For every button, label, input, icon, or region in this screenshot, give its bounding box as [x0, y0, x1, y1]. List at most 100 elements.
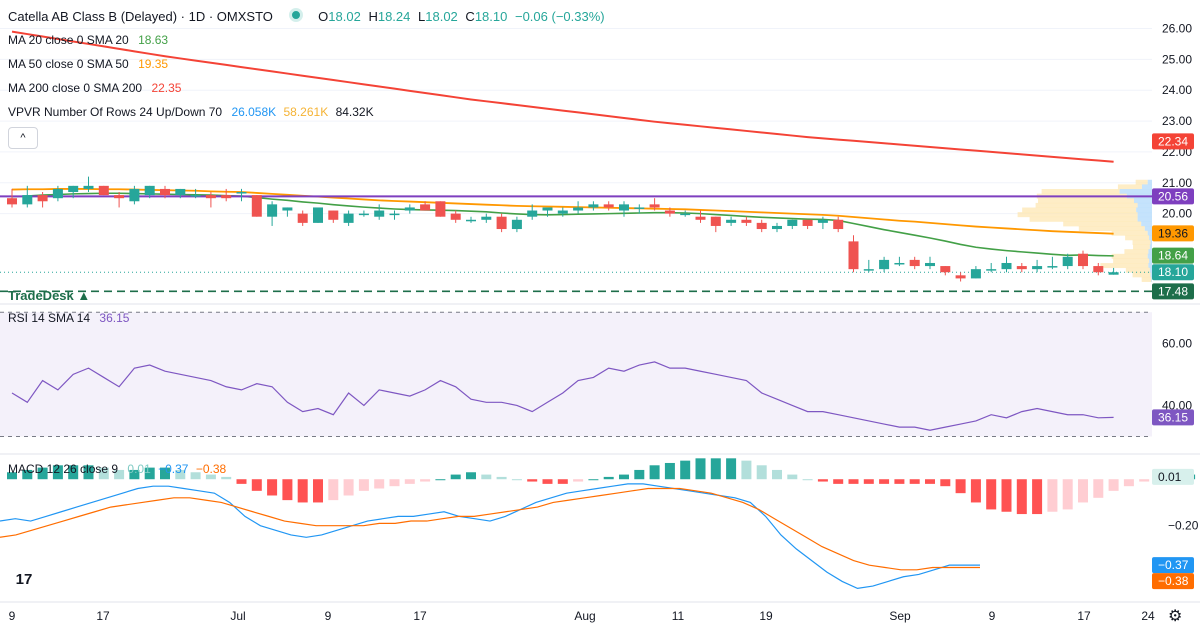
candle-body [358, 213, 369, 216]
macd-histogram-bar [160, 467, 170, 480]
vpvr-down-bar [1041, 189, 1120, 195]
rsi-legend[interactable]: RSI 14 SMA 14 36.15 [8, 311, 129, 325]
tradingview-logo[interactable]: 17 [8, 566, 40, 594]
macd-histogram-bar [1062, 479, 1073, 510]
time-tick-label: 9 [325, 609, 332, 623]
candle-body [1093, 266, 1104, 273]
price-tick-label: 21.00 [1162, 176, 1192, 190]
macd-signal-value: −0.38 [195, 462, 227, 476]
rsi-value-label-bg [1152, 409, 1194, 426]
candle-body [435, 201, 446, 217]
vpvr-up-bar [1137, 202, 1152, 208]
macd-histogram-bar [129, 469, 140, 480]
macd-signal-line [0, 487, 980, 571]
candle-body [374, 210, 385, 217]
price-tick-label: 23.00 [1162, 114, 1192, 128]
macd-histogram-bar [358, 479, 369, 491]
ma200-legend-value: 22.35 [151, 81, 182, 95]
ma20-legend-value: 18.63 [138, 33, 169, 47]
macd-histogram-bar [863, 479, 874, 484]
candle-body [909, 259, 920, 267]
vpvr-total-value: 84.32K [335, 105, 374, 119]
macd-histogram-bar [190, 472, 201, 480]
vpvr-up-value: 26.058K [231, 105, 277, 119]
rsi-legend-value: 36.15 [99, 311, 130, 325]
vpvr-down-bar [1063, 221, 1142, 227]
vpvr-legend[interactable]: VPVR Number Of Rows 24 Up/Down 70 26.058… [8, 105, 374, 119]
candle-body [328, 210, 339, 220]
macd-histogram-bar [741, 460, 752, 480]
vpvr-up-bar [1149, 244, 1152, 250]
macd-line [0, 483, 980, 590]
high-label: H [368, 9, 378, 24]
candle-body [144, 185, 155, 196]
candle-body [970, 269, 981, 279]
macd-histogram-bar [1078, 479, 1088, 503]
candle-body [925, 262, 935, 267]
macd-histogram-bar [1016, 479, 1027, 515]
vpvr-up-bar [1137, 216, 1152, 222]
time-tick-label: 17 [96, 609, 110, 623]
candle-body [190, 195, 201, 197]
vpvr-down-bar [1117, 184, 1142, 190]
macd-value-label: 0.01 [1158, 470, 1182, 484]
macd-histogram-bar [98, 467, 109, 480]
macd-line-value: −0.37 [158, 462, 189, 476]
macd-histogram-bar [221, 476, 232, 480]
candle-body [205, 195, 216, 199]
gear-icon[interactable]: ⚙ [1168, 608, 1183, 625]
vpvr-up-bar [1149, 267, 1152, 273]
rsi-tick-label: 40.00 [1162, 398, 1192, 412]
candle-body [664, 210, 675, 214]
macd-histogram-bar [542, 479, 553, 484]
ma200-price-label-bg [1152, 133, 1194, 150]
time-tick-label: 9 [9, 609, 16, 623]
time-tick-label: 17 [1077, 609, 1091, 623]
ma50-legend[interactable]: MA 50 close 0 SMA 50 19.35 [8, 57, 168, 71]
candle-body [557, 210, 568, 214]
candle-body [251, 195, 262, 217]
vpvr-down-bar [1141, 276, 1152, 282]
candle-body [1062, 256, 1073, 267]
candle-body [833, 219, 844, 230]
symbol-header[interactable]: Catella AB Class B (Delayed) · 1D · OMXS… [8, 8, 605, 24]
candle-body [756, 222, 767, 230]
vpvr-down-bar [1133, 244, 1150, 250]
macd-value-label-bg [1152, 468, 1194, 485]
vpvr-down-bar [1111, 230, 1148, 236]
ma50-price-label: 19.36 [1158, 226, 1188, 240]
vpvr-up-bar [1136, 207, 1152, 213]
macd-value-label: −0.38 [1158, 574, 1189, 588]
candle-body [710, 216, 721, 226]
candle-body [175, 188, 186, 196]
ma20-legend[interactable]: MA 20 close 0 SMA 20 18.63 [8, 33, 168, 47]
macd-histogram-bar [420, 479, 431, 482]
collapse-legend-button[interactable]: ^ [8, 127, 38, 149]
high-value: 18.24 [377, 9, 411, 24]
symbol-title[interactable]: Catella AB Class B (Delayed) · 1D · OMXS… [8, 9, 273, 24]
macd-histogram-bar [833, 479, 844, 484]
vpvr-down-bar [1017, 212, 1138, 218]
vpvr-up-bar [1148, 249, 1152, 255]
tradedesk-label[interactable]: TradeDesk ▲ [8, 288, 91, 303]
ma200-legend[interactable]: MA 200 close 0 SMA 200 22.35 [8, 81, 181, 95]
macd-histogram-bar [588, 479, 599, 481]
macd-histogram-bar [1139, 479, 1150, 482]
candle-body [160, 188, 170, 196]
resistance-price-label-bg [1152, 188, 1194, 205]
macd-histogram-bar [68, 465, 79, 480]
macd-histogram-bar [251, 479, 262, 491]
candle-body [527, 210, 538, 217]
vpvr-down-bar [1125, 267, 1150, 273]
vpvr-up-bar [1151, 276, 1152, 282]
macd-histogram-bar [710, 458, 721, 480]
macd-hist-value: 0.01 [127, 462, 151, 476]
macd-legend[interactable]: MACD 12 26 close 9 0.01 −0.37 −0.38 [8, 462, 226, 476]
rsi-band [0, 312, 1152, 437]
time-tick-label: 9 [989, 609, 996, 623]
close-value: 18.10 [474, 9, 508, 24]
macd-histogram-bar [802, 479, 813, 481]
macd-histogram-bar [603, 476, 614, 480]
